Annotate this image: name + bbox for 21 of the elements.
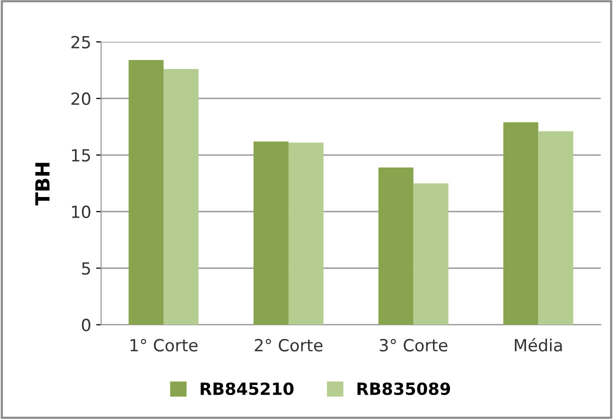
bar: [254, 141, 288, 325]
y-tick-label: 20: [71, 92, 90, 106]
y-tick-label: 0: [82, 318, 90, 332]
y-tick-label: 10: [72, 206, 90, 218]
bar: [538, 131, 574, 325]
bar: [288, 142, 324, 325]
bar: [413, 183, 448, 325]
bar: [503, 122, 538, 325]
y-tick-label: 25: [71, 36, 90, 48]
x-tick-label: 1° Corte: [130, 338, 198, 352]
y-tick-label: 15: [72, 149, 90, 162]
bar: [378, 167, 414, 325]
x-tick-label: 3° Corte: [380, 338, 448, 352]
y-tick-label: 5: [82, 262, 90, 275]
x-tick-label: Média: [514, 338, 562, 352]
bar: [128, 60, 164, 325]
bar: [164, 69, 199, 325]
legend-label: RB835089: [358, 382, 450, 396]
x-tick-label: 2° Corte: [254, 338, 322, 352]
y-axis-title: TBH: [35, 162, 50, 206]
legend-label: RB845210: [200, 382, 294, 396]
